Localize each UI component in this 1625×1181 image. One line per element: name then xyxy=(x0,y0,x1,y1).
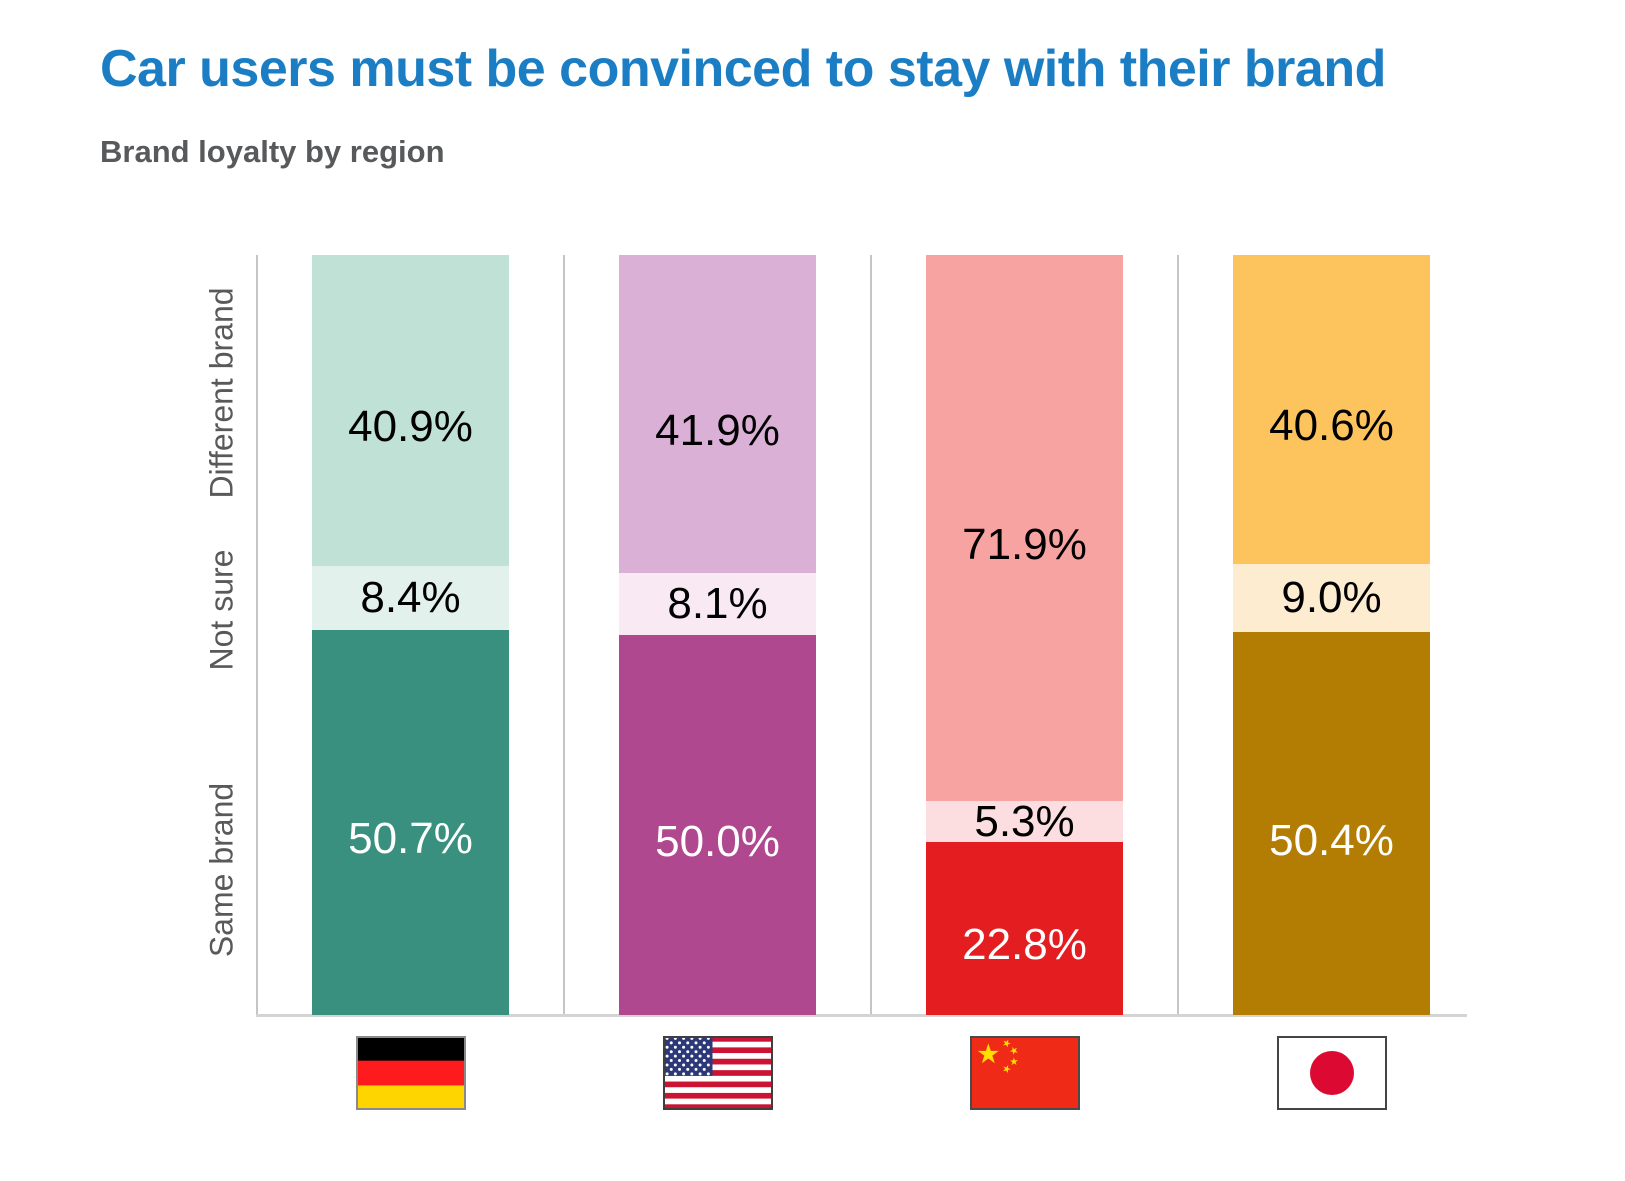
value-label-united-states-not-sure: 8.1% xyxy=(667,579,768,629)
chart-subtitle: Brand loyalty by region xyxy=(100,134,445,169)
bar-segment-united-states-different-brand: 41.9% xyxy=(619,255,816,574)
value-label-germany-not-sure: 8.4% xyxy=(360,572,461,622)
bar-segment-japan-not-sure: 9.0% xyxy=(1233,563,1430,632)
value-label-germany-different-brand: 40.9% xyxy=(348,402,473,452)
column-separator xyxy=(563,255,565,1015)
axis-label-not-sure: Not sure xyxy=(203,549,240,671)
value-label-united-states-different-brand: 41.9% xyxy=(655,406,780,456)
flag-china xyxy=(969,1036,1080,1110)
x-axis-baseline xyxy=(256,1014,1467,1017)
value-label-china-different-brand: 71.9% xyxy=(962,520,1087,570)
y-axis-line xyxy=(256,255,258,1015)
flag-usa xyxy=(662,1036,773,1110)
bar-segment-germany-not-sure: 8.4% xyxy=(312,565,509,630)
value-label-japan-same-brand: 50.4% xyxy=(1269,815,1394,865)
value-label-united-states-same-brand: 50.0% xyxy=(655,817,780,866)
page-title: Car users must be convinced to stay with… xyxy=(100,40,1386,98)
bar-segment-china-different-brand: 71.9% xyxy=(926,255,1123,802)
flag-japan xyxy=(1276,1036,1387,1110)
bar-segment-china-same-brand: 22.8% xyxy=(926,841,1123,1015)
column-separator xyxy=(1177,255,1179,1015)
bar-segment-japan-same-brand: 50.4% xyxy=(1233,632,1430,1015)
value-label-germany-same-brand: 50.7% xyxy=(348,814,473,864)
value-label-china-same-brand: 22.8% xyxy=(962,920,1087,970)
bar-segment-united-states-not-sure: 8.1% xyxy=(619,573,816,635)
axis-label-different-brand: Different brand xyxy=(203,287,240,499)
column-separator xyxy=(870,255,872,1015)
axis-label-same-brand: Same brand xyxy=(203,782,240,958)
bar-segment-japan-different-brand: 40.6% xyxy=(1233,255,1430,564)
value-label-japan-different-brand: 40.6% xyxy=(1269,401,1394,451)
flag-germany xyxy=(355,1036,466,1110)
bar-segment-germany-different-brand: 40.9% xyxy=(312,255,509,566)
bar-segment-germany-same-brand: 50.7% xyxy=(312,629,509,1015)
bar-segment-united-states-same-brand: 50.0% xyxy=(619,635,816,1015)
value-label-japan-not-sure: 9.0% xyxy=(1281,572,1382,622)
value-label-china-not-sure: 5.3% xyxy=(974,796,1075,846)
bar-segment-china-not-sure: 5.3% xyxy=(926,796,1123,846)
